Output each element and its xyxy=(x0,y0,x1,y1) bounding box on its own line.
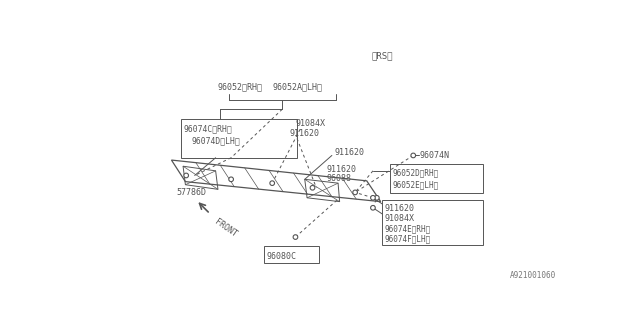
Circle shape xyxy=(293,235,298,239)
Text: 96052D〈RH〉: 96052D〈RH〉 xyxy=(392,169,438,178)
Text: A921001060: A921001060 xyxy=(510,271,557,280)
Circle shape xyxy=(310,186,315,190)
Circle shape xyxy=(353,190,358,195)
Text: 911620: 911620 xyxy=(334,148,364,157)
Text: 96074E〈RH〉: 96074E〈RH〉 xyxy=(385,224,431,233)
Text: 911620: 911620 xyxy=(326,165,356,174)
Circle shape xyxy=(229,177,234,182)
Text: 〈RS〉: 〈RS〉 xyxy=(371,51,393,60)
Circle shape xyxy=(371,205,375,210)
Text: 57786D: 57786D xyxy=(177,188,207,197)
Text: FRONT: FRONT xyxy=(213,217,239,239)
Circle shape xyxy=(374,196,379,200)
Circle shape xyxy=(411,153,415,158)
Text: 96074C〈RH〉: 96074C〈RH〉 xyxy=(183,125,232,134)
Circle shape xyxy=(270,181,275,186)
Circle shape xyxy=(184,173,189,178)
Text: 91084X: 91084X xyxy=(385,214,415,223)
Bar xyxy=(180,119,297,158)
Text: 96074N: 96074N xyxy=(419,151,449,160)
Bar xyxy=(264,246,319,263)
Bar xyxy=(382,200,483,245)
Text: 96074F〈LH〉: 96074F〈LH〉 xyxy=(385,234,431,243)
Text: 91084X: 91084X xyxy=(296,119,326,128)
Circle shape xyxy=(371,196,375,200)
Text: 96080C: 96080C xyxy=(267,252,297,261)
Text: 96052E〈LH〉: 96052E〈LH〉 xyxy=(392,180,438,189)
Text: 96088: 96088 xyxy=(326,174,351,183)
Bar xyxy=(390,164,483,193)
Text: 96052〈RH〉: 96052〈RH〉 xyxy=(218,83,263,92)
Text: 96074D〈LH〉: 96074D〈LH〉 xyxy=(191,136,241,145)
Text: 911620: 911620 xyxy=(385,204,415,213)
Text: 96052A〈LH〉: 96052A〈LH〉 xyxy=(272,83,322,92)
Text: 911620: 911620 xyxy=(289,129,319,138)
